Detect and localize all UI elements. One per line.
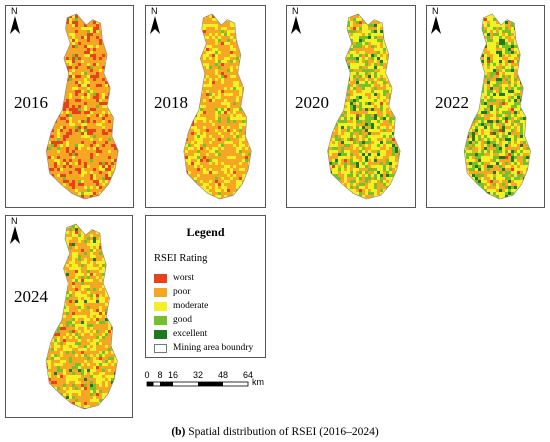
year-label: 2016 bbox=[14, 93, 48, 112]
map-panel-2016: N 2016 bbox=[5, 5, 134, 208]
legend-swatch bbox=[154, 302, 167, 311]
scale-tick-label: 16 bbox=[167, 370, 179, 380]
map-panel-2024: N 2024 bbox=[5, 215, 133, 418]
scale-tick-label: 64 bbox=[242, 370, 254, 380]
legend-swatch bbox=[154, 316, 167, 325]
legend-title: Legend bbox=[186, 225, 225, 239]
map-panel-2020: N 2020 bbox=[286, 5, 416, 208]
legend-swatch bbox=[154, 330, 167, 339]
rsei-map-2018 bbox=[183, 13, 252, 200]
figure-caption: (b) Spatial distribution of RSEI (2016–2… bbox=[0, 426, 550, 438]
north-arrow-icon: N bbox=[289, 6, 303, 36]
caption-text: Spatial distribution of RSEI (2016–2024) bbox=[188, 426, 379, 438]
north-arrow-icon: N bbox=[8, 6, 22, 36]
map-panel-2018: N 2018 bbox=[145, 5, 266, 208]
rsei-map-2020 bbox=[327, 13, 401, 200]
north-arrow-icon: N bbox=[429, 6, 443, 36]
scale-bar: 0 8 16 32 48 64 km bbox=[144, 370, 270, 392]
legend-swatch bbox=[154, 288, 167, 297]
year-label: 2018 bbox=[154, 93, 188, 112]
scale-tick-label: 0 bbox=[144, 370, 150, 380]
scale-tick-label: 8 bbox=[157, 370, 163, 380]
rsei-map-2022 bbox=[463, 13, 531, 200]
legend-swatch bbox=[154, 274, 167, 283]
legend-swatch bbox=[154, 344, 167, 353]
caption-label: (b) bbox=[171, 426, 186, 438]
year-label: 2024 bbox=[14, 287, 48, 306]
year-label: 2020 bbox=[295, 93, 329, 112]
map-legend: Legend RSEI Rating worst poor moderate g… bbox=[145, 215, 266, 358]
year-label: 2022 bbox=[435, 93, 469, 112]
scale-tick-label: 32 bbox=[192, 370, 204, 380]
north-arrow-icon: N bbox=[148, 6, 162, 36]
scale-unit: km bbox=[252, 377, 264, 387]
rsei-map-2016 bbox=[45, 13, 119, 200]
rsei-map-2024 bbox=[45, 223, 118, 410]
legend-subtitle: RSEI Rating bbox=[154, 253, 208, 264]
north-arrow-icon: N bbox=[8, 216, 22, 246]
map-panel-2022: N 2022 bbox=[426, 5, 545, 208]
scale-bar-graphic bbox=[146, 381, 249, 387]
scale-tick-label: 48 bbox=[217, 370, 229, 380]
